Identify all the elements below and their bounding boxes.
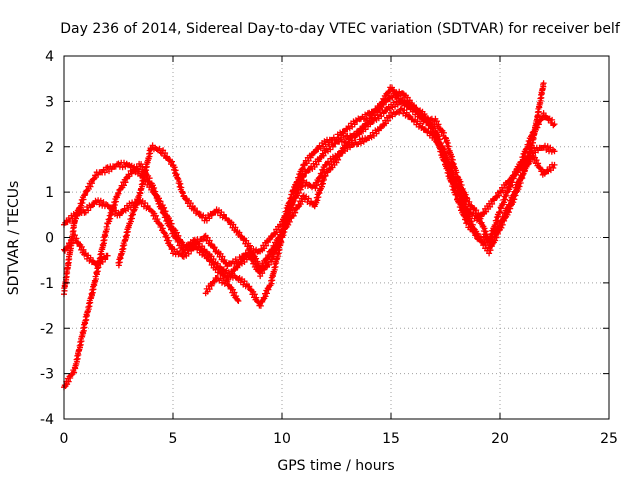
series-markers: [202, 275, 242, 304]
y-axis-label: SDTVAR / TECUs: [6, 181, 22, 296]
x-tick-label: 20: [491, 431, 509, 447]
y-tick-label: -4: [40, 412, 54, 428]
x-tick-label: 0: [60, 431, 69, 447]
y-tick-label: -1: [40, 276, 54, 292]
y-tick-label: -3: [40, 367, 54, 383]
y-tick-label: -2: [40, 321, 54, 337]
y-tick-label: 0: [45, 231, 54, 247]
data-points: [61, 80, 558, 391]
chart-title: Day 236 of 2014, Sidereal Day-to-day VTE…: [60, 21, 621, 37]
x-axis-label: GPS time / hours: [277, 458, 394, 474]
y-tick-label: 3: [45, 94, 54, 110]
series-markers: [115, 98, 558, 274]
x-tick-label: 15: [382, 431, 400, 447]
x-tick-label: 25: [600, 431, 618, 447]
y-tick-label: 1: [45, 185, 54, 201]
x-tick-label: 10: [273, 431, 291, 447]
x-tick-label: 5: [169, 431, 178, 447]
y-tick-label: 2: [45, 140, 54, 156]
series-trace-6: [202, 275, 242, 304]
y-tick-label: 4: [45, 49, 54, 65]
series-trace-4: [115, 98, 558, 274]
